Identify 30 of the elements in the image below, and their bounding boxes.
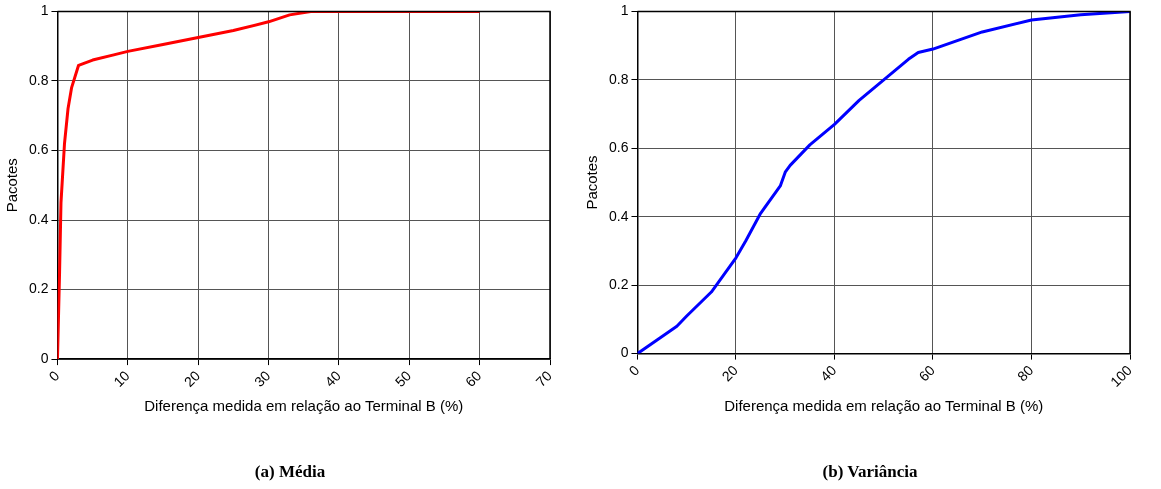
y-tick-label: 1	[40, 2, 49, 19]
text: (b) Variância	[821, 462, 919, 482]
y-axis-title: Pacotes	[3, 158, 21, 213]
y-tick-label: 0	[620, 344, 629, 361]
x-tick-label: 10	[110, 367, 133, 390]
y-tick-label: 0.4	[608, 207, 629, 224]
x-tick-label: 40	[817, 361, 840, 385]
x-tick-label: 60	[462, 367, 485, 390]
y-tick-label: 0.6	[608, 139, 629, 156]
y-axis-title: Pacotes	[583, 155, 601, 210]
x-tick-label: 100	[1107, 361, 1135, 390]
x-axis-title: Diferença medida em relação ao Terminal B (%)	[724, 397, 1044, 415]
y-tick-label: 1	[620, 2, 629, 19]
y-tick-label: 0.6	[28, 141, 49, 158]
x-tick-label: 50	[391, 367, 415, 390]
x-tick-label: 20	[718, 361, 741, 385]
y-tick-label: 0	[40, 349, 49, 366]
x-tick-label: 80	[1014, 361, 1037, 385]
x-tick-label: 40	[321, 367, 344, 390]
y-tick-label: 0.2	[608, 276, 629, 293]
y-tick-label: 0.2	[28, 280, 49, 297]
x-tick-label: 60	[915, 361, 938, 385]
y-tick-label: 0.8	[28, 71, 49, 88]
y-tick-label: 0.4	[28, 210, 49, 227]
x-tick-label: 20	[180, 367, 204, 390]
y-tick-label: 0.8	[608, 70, 629, 87]
x-tick-label: 30	[251, 367, 274, 390]
text: (a) Média	[253, 462, 327, 482]
x-axis-title: Diferença medida em relação ao Terminal B (%)	[144, 397, 464, 415]
x-tick-label: 70	[532, 367, 555, 390]
